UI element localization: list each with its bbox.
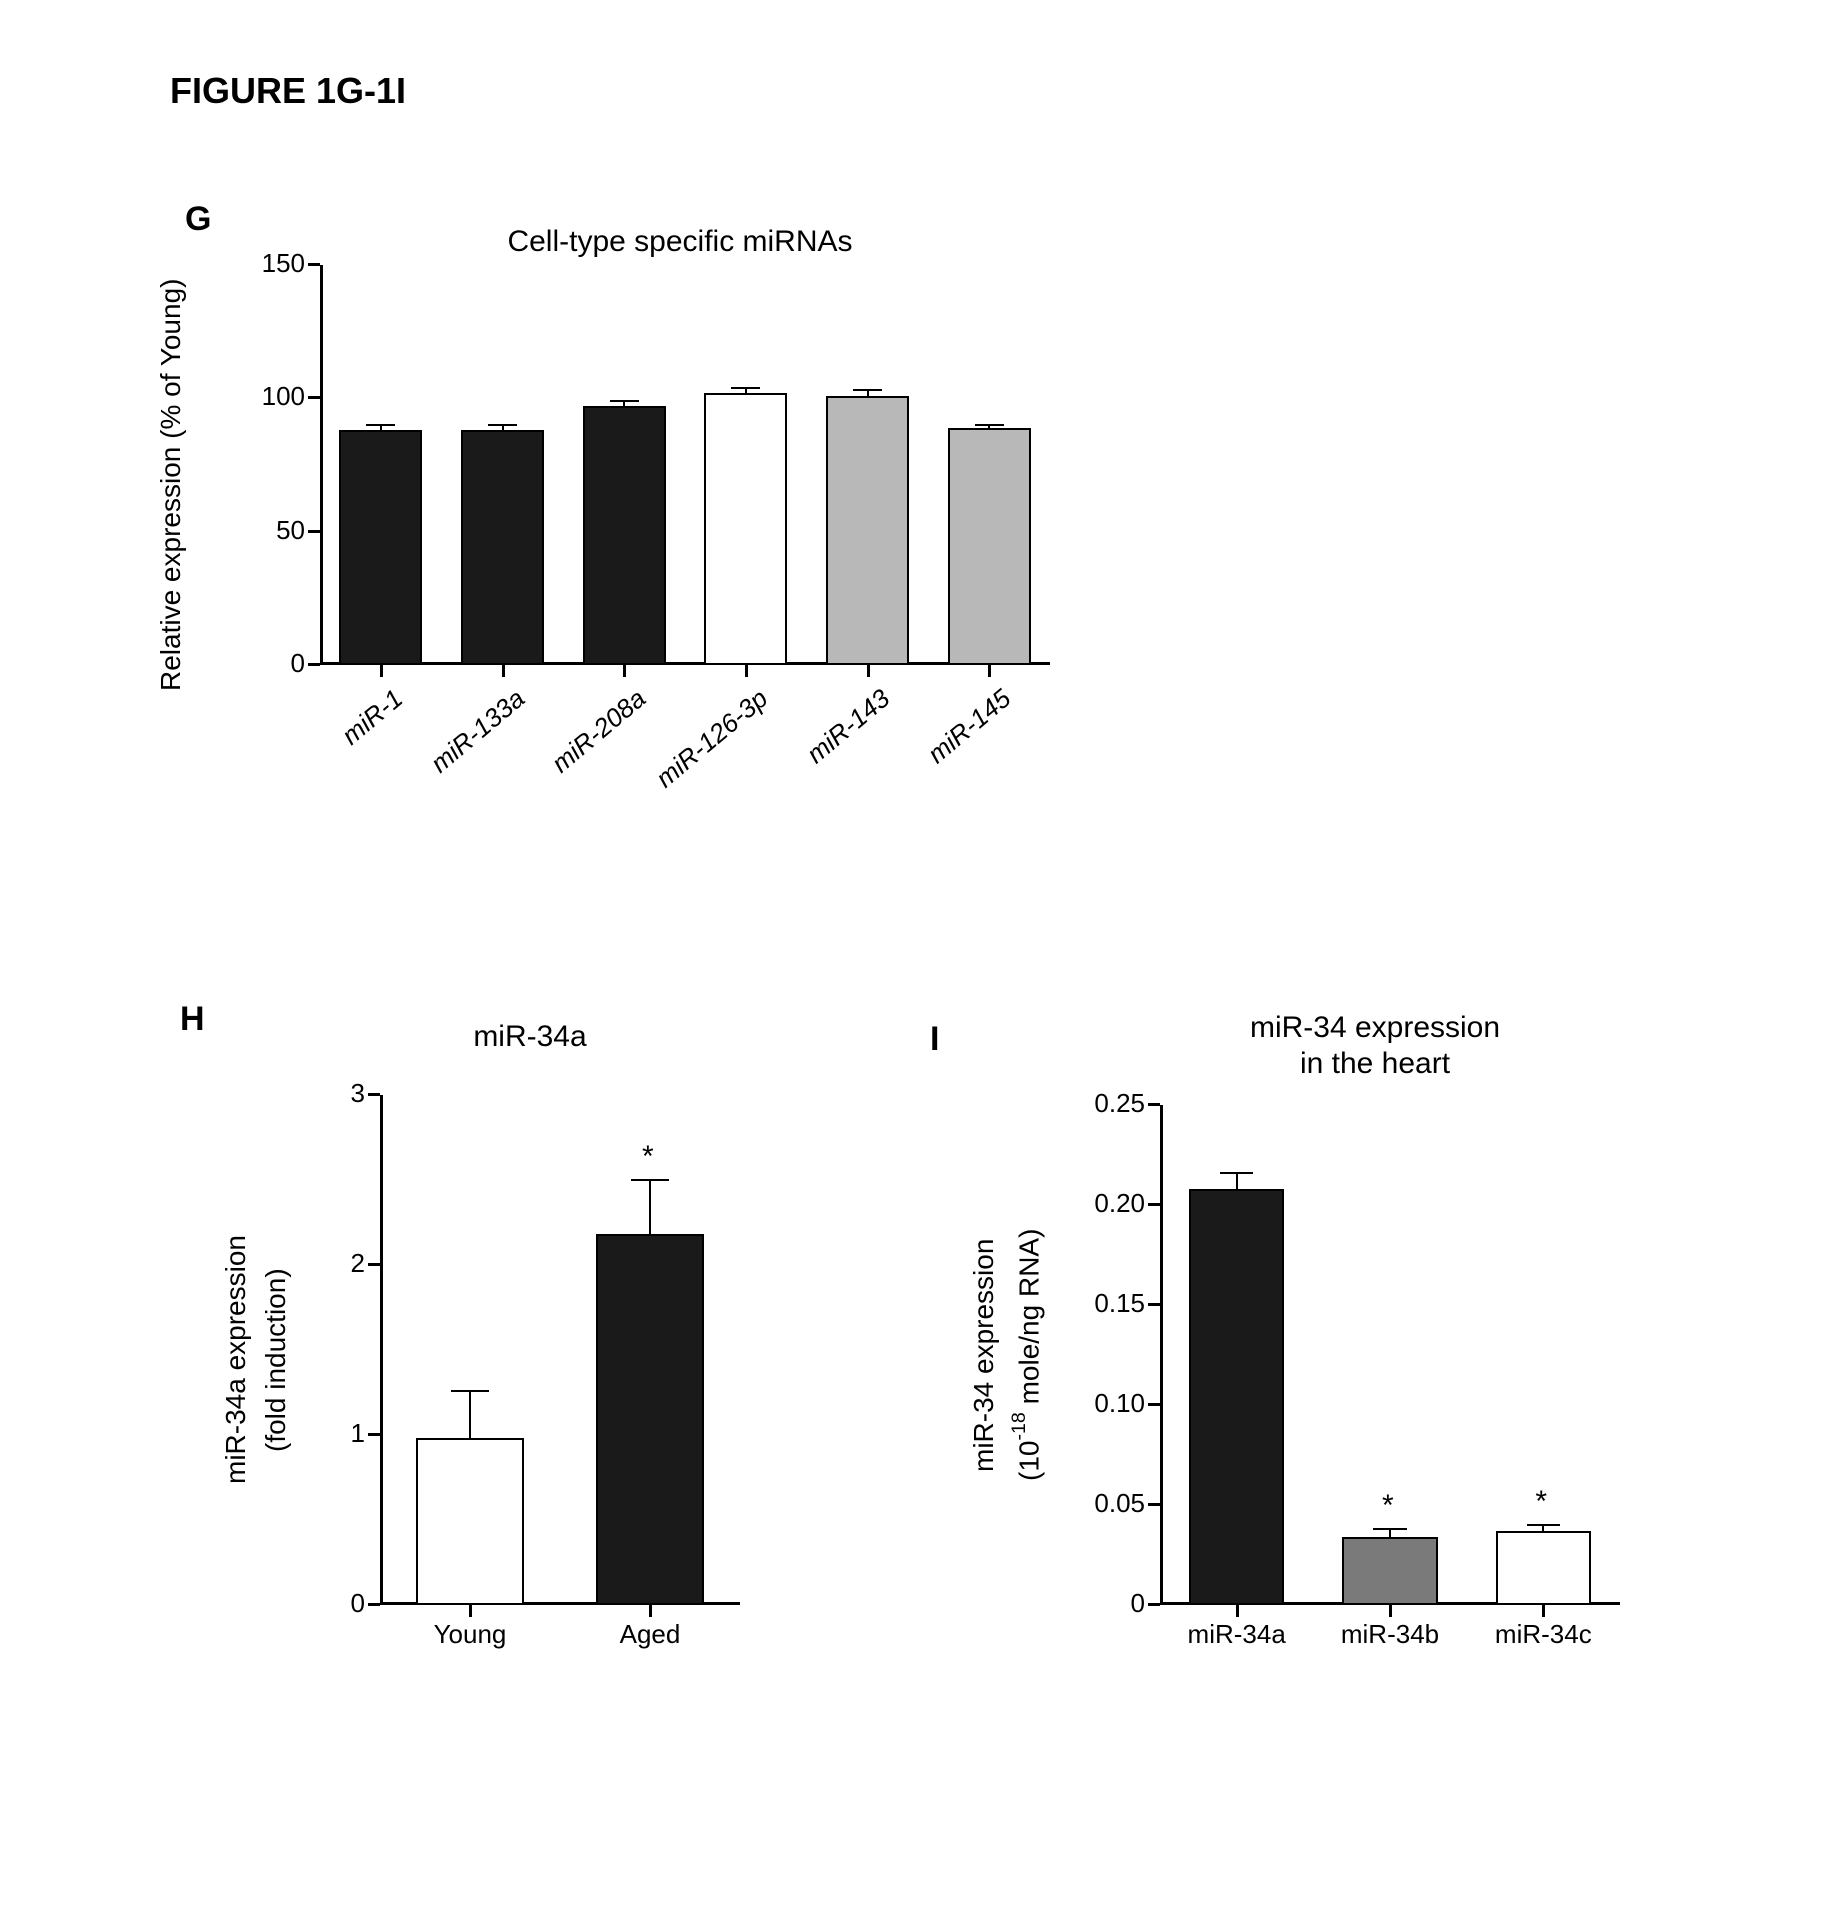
y-tick-label: 0.15 <box>1060 1288 1145 1319</box>
y-tick-label: 0.20 <box>1060 1188 1145 1219</box>
y-tick-label: 1 <box>280 1418 365 1449</box>
chart-g: 050100150miR-1miR-133amiR-208amiR-126-3p… <box>290 255 1050 665</box>
panel-letter-i: I <box>930 1020 939 1059</box>
bar <box>826 396 909 665</box>
bar <box>1189 1189 1284 1605</box>
x-category-label: miR-34a <box>1160 1619 1313 1650</box>
y-tick-label: 3 <box>280 1078 365 1109</box>
significance-marker: * <box>1382 1489 1394 1523</box>
bar <box>596 1234 704 1605</box>
bar <box>583 406 666 665</box>
chart-i-title: miR-34 expression in the heart <box>1165 1010 1585 1082</box>
bar <box>1342 1537 1437 1605</box>
x-category-label: Aged <box>560 1619 740 1650</box>
significance-marker: * <box>1535 1485 1547 1519</box>
x-category-label: miR-34b <box>1313 1619 1466 1650</box>
chart-h-title: miR-34a <box>400 1020 660 1054</box>
chart-g-ylabel: Relative expression (% of Young) <box>155 255 187 715</box>
y-tick-label: 100 <box>220 381 305 412</box>
y-tick-label: 2 <box>280 1248 365 1279</box>
bar <box>461 430 544 665</box>
y-tick-label: 0 <box>1060 1588 1145 1619</box>
bar <box>948 428 1031 665</box>
bar <box>339 430 422 665</box>
y-tick-label: 0.25 <box>1060 1088 1145 1119</box>
y-tick-label: 0.05 <box>1060 1488 1145 1519</box>
chart-g-title: Cell-type specific miRNAs <box>420 225 940 259</box>
bar <box>704 393 787 665</box>
y-tick-label: 0.10 <box>1060 1388 1145 1419</box>
panel-letter-h: H <box>180 1000 205 1039</box>
x-category-label: miR-34c <box>1467 1619 1620 1650</box>
chart-h: 0123Young*Aged <box>350 1085 740 1605</box>
y-tick-label: 150 <box>220 248 305 279</box>
chart-h-ylabel-2: (fold induction) <box>260 1120 292 1600</box>
chart-i-title-l2: in the heart <box>1300 1047 1450 1080</box>
bar <box>416 1438 524 1605</box>
figure-title: FIGURE 1G-1I <box>170 70 406 112</box>
significance-marker: * <box>642 1140 654 1174</box>
y-tick-label: 0 <box>220 648 305 679</box>
chart-i: 00.050.100.150.200.25miR-34a*miR-34b*miR… <box>1120 1095 1620 1605</box>
chart-i-ylabel-2: (10-18 mole/ng RNA) <box>1008 1110 1045 1600</box>
chart-i-title-l1: miR-34 expression <box>1250 1011 1500 1044</box>
bar <box>1496 1531 1591 1605</box>
y-tick-label: 50 <box>220 515 305 546</box>
panel-letter-g: G <box>185 200 211 239</box>
chart-i-ylabel-1: miR-34 expression <box>968 1110 1000 1600</box>
y-tick-label: 0 <box>280 1588 365 1619</box>
x-category-label: Young <box>380 1619 560 1650</box>
chart-h-ylabel-1: miR-34a expression <box>220 1120 252 1600</box>
